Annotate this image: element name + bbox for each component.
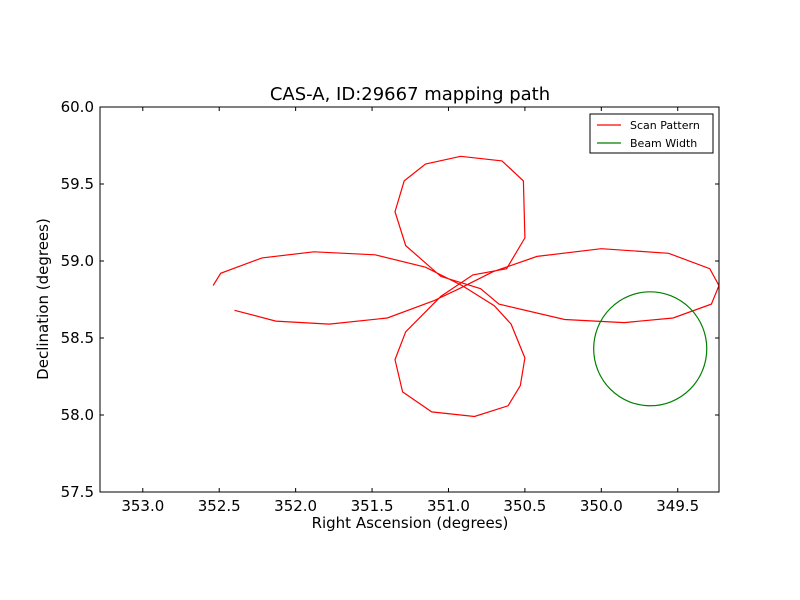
y-tick-label: 59.5 — [61, 175, 94, 193]
x-tick-label: 350.0 — [580, 497, 623, 515]
x-tick-label: 351.0 — [427, 497, 470, 515]
ticks-layer: 353.0 352.5 352.0 351.5 351.0 350.5 350.0 349.5… — [61, 98, 719, 515]
x-tick-label: 352.5 — [198, 497, 241, 515]
legend: Scan Pattern Beam Width — [589, 113, 714, 154]
y-tick-label: 58.0 — [61, 406, 94, 424]
y-tick-label: 59.0 — [61, 252, 94, 270]
x-tick-label: 350.5 — [503, 497, 546, 515]
series-line-scan-pattern — [212, 155, 719, 418]
x-tick-label: 351.5 — [351, 497, 394, 515]
x-tick-label: 349.5 — [656, 497, 699, 515]
legend-label-beam-width: Beam Width — [630, 137, 697, 150]
y-axis-label: Declination (degrees) — [34, 218, 52, 380]
x-tick-label: 352.0 — [274, 497, 317, 515]
legend-box — [589, 113, 714, 154]
x-axis-label: Right Ascension (degrees) — [312, 514, 509, 532]
plot-frame — [99, 106, 720, 493]
y-tick-label: 58.5 — [61, 329, 94, 347]
y-tick-label: 57.5 — [61, 483, 94, 501]
x-tick-label: 353.0 — [121, 497, 164, 515]
legend-label-scan-pattern: Scan Pattern — [630, 119, 700, 132]
chart-title: CAS-A, ID:29667 mapping path — [270, 84, 550, 105]
series-circle-beam-width — [593, 291, 708, 407]
series-layer — [212, 155, 719, 418]
y-tick-label: 60.0 — [61, 98, 94, 116]
plot-area — [100, 107, 719, 492]
